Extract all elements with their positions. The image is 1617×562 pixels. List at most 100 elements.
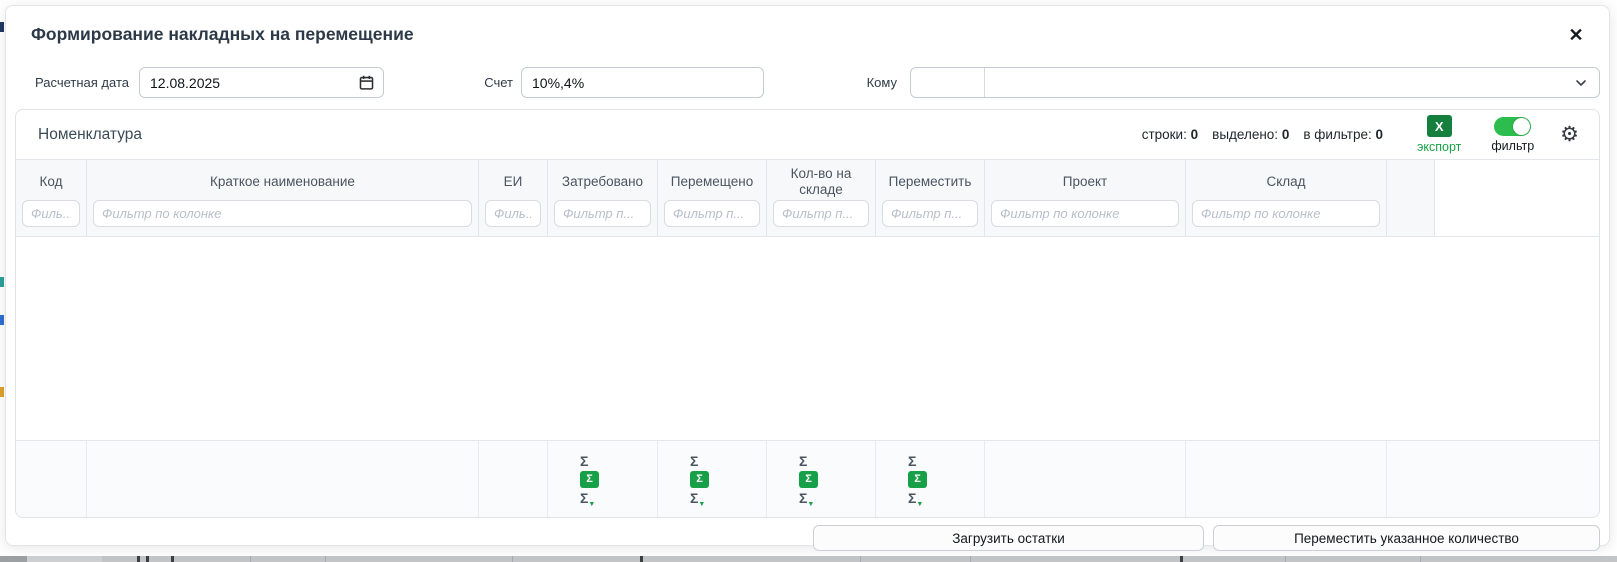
column-header-stock-qty: Кол-во на складе — [767, 160, 876, 236]
sum-icon[interactable]: Σ — [908, 452, 917, 469]
background-page-edge — [0, 556, 1617, 562]
footer-cell-requested: Σ Σ Σ▼ — [548, 441, 658, 517]
load-remainders-button[interactable]: Загрузить остатки — [813, 525, 1204, 551]
recipient-input[interactable] — [985, 68, 1573, 97]
gear-icon[interactable]: ⚙ — [1560, 123, 1579, 146]
sum-selected-icon[interactable]: Σ — [690, 470, 709, 488]
table-stats: строки: 0 выделено: 0 в фильтре: 0 — [1142, 127, 1383, 142]
footer-cell — [87, 441, 479, 517]
excel-icon[interactable]: X — [1426, 115, 1452, 137]
column-header-short-name: Краткое наименование — [87, 160, 479, 236]
sum-icon[interactable]: Σ — [799, 452, 808, 469]
form-row: Расчетная дата Счет Кому — [6, 67, 1609, 98]
header-empty-area — [1435, 160, 1599, 236]
sum-icon[interactable]: Σ — [580, 452, 589, 469]
dialog-header: Формирование накладных на перемещение ✕ — [6, 6, 1609, 62]
toggle-switch-on[interactable] — [1494, 116, 1532, 136]
sum-selected-icon[interactable]: Σ — [908, 470, 927, 488]
footer-cell-moved: Σ Σ Σ▼ — [658, 441, 767, 517]
column-filter-input[interactable] — [882, 200, 978, 227]
column-label: Затребовано — [561, 174, 644, 190]
sum-filtered-icon[interactable]: Σ▼ — [690, 489, 706, 508]
sum-icon[interactable]: Σ — [690, 452, 699, 469]
filter-toggle[interactable]: фильтр — [1491, 116, 1535, 153]
background-artifact — [0, 22, 4, 32]
filter-funnel-icon: ▼ — [698, 500, 706, 508]
account-input[interactable] — [532, 68, 755, 97]
background-artifact — [0, 387, 4, 397]
column-label: Кол-во на складе — [790, 166, 852, 197]
sum-selected-icon[interactable]: Σ — [799, 470, 818, 488]
footer-cell — [1387, 441, 1599, 517]
column-label: Переместить — [888, 174, 972, 190]
close-icon[interactable]: ✕ — [1563, 22, 1589, 48]
sum-filtered-icon[interactable]: Σ▼ — [908, 489, 924, 508]
column-sum-icons: Σ Σ Σ▼ — [690, 452, 766, 508]
footer-cell-stock-qty: Σ Σ Σ▼ — [767, 441, 876, 517]
column-filter-input[interactable] — [991, 200, 1179, 227]
column-filter-input[interactable] — [773, 200, 869, 227]
calc-date-label: Расчетная дата — [35, 75, 129, 90]
calc-date-field[interactable] — [139, 67, 384, 98]
excel-export-button[interactable]: X экспорт — [1417, 115, 1461, 154]
column-sum-icons: Σ Σ Σ▼ — [799, 452, 875, 508]
table-footer-row: Σ Σ Σ▼ Σ Σ Σ▼ Σ Σ Σ▼ — [16, 440, 1599, 517]
account-field[interactable] — [521, 67, 764, 98]
background-artifact — [0, 277, 4, 287]
sum-filtered-icon[interactable]: Σ▼ — [580, 489, 596, 508]
column-filter-input[interactable] — [93, 200, 472, 227]
footer-cell — [1186, 441, 1387, 517]
column-label: Код — [39, 174, 63, 190]
filter-funnel-icon: ▼ — [588, 500, 596, 508]
move-quantity-button[interactable]: Переместить указанное количество — [1213, 525, 1600, 551]
selected-count: выделено: 0 — [1212, 127, 1290, 142]
dialog-title: Формирование накладных на перемещение — [31, 23, 414, 44]
chevron-down-icon[interactable] — [1573, 75, 1589, 91]
filter-toggle-label: фильтр — [1491, 138, 1535, 153]
sum-filtered-icon[interactable]: Σ▼ — [799, 489, 815, 508]
column-header-move: Переместить — [876, 160, 985, 236]
table-header-row: Код Краткое наименование ЕИ Затребовано … — [16, 159, 1599, 237]
filtered-count: в фильтре: 0 — [1303, 127, 1384, 142]
column-header-requested: Затребовано — [548, 160, 658, 236]
column-filter-input[interactable] — [1192, 200, 1380, 227]
column-header-warehouse: Склад — [1186, 160, 1387, 236]
column-header-moved: Перемещено — [658, 160, 767, 236]
column-label: Перемещено — [670, 174, 754, 190]
column-filter-input[interactable] — [22, 200, 80, 227]
background-artifact — [0, 315, 4, 325]
column-sum-icons: Σ Σ Σ▼ — [908, 452, 984, 508]
calendar-icon[interactable] — [358, 74, 375, 91]
transfer-invoices-dialog: Формирование накладных на перемещение ✕ … — [5, 5, 1610, 551]
column-sum-icons: Σ Σ Σ▼ — [580, 452, 657, 508]
account-label: Счет — [484, 75, 513, 90]
recipient-label: Кому — [866, 75, 897, 90]
column-header-project: Проект — [985, 160, 1186, 236]
footer-cell — [985, 441, 1186, 517]
toggle-knob — [1513, 117, 1531, 135]
sum-selected-icon[interactable]: Σ — [580, 470, 599, 488]
panel-title: Номенклатура — [38, 125, 143, 143]
footer-cell — [16, 441, 87, 517]
footer-cell — [479, 441, 548, 517]
panel-header: Номенклатура строки: 0 выделено: 0 в фил… — [16, 110, 1599, 159]
column-header-kod: Код — [16, 160, 87, 236]
recipient-select[interactable] — [910, 67, 1600, 98]
column-label: Проект — [1062, 174, 1108, 190]
recipient-code-segment[interactable] — [911, 68, 985, 97]
export-label: экспорт — [1417, 140, 1462, 154]
column-label: ЕИ — [503, 174, 523, 190]
column-label: Склад — [1266, 174, 1306, 190]
column-filter-input[interactable] — [485, 200, 541, 227]
rows-count: строки: 0 — [1141, 127, 1199, 142]
column-header-spacer — [1387, 160, 1435, 236]
footer-cell-move: Σ Σ Σ▼ — [876, 441, 985, 517]
dialog-actions: Загрузить остатки Переместить указанное … — [15, 525, 1600, 551]
filter-funnel-icon: ▼ — [807, 500, 815, 508]
column-filter-input[interactable] — [554, 200, 651, 227]
calc-date-input[interactable] — [150, 68, 358, 97]
column-filter-input[interactable] — [664, 200, 760, 227]
column-header-unit: ЕИ — [479, 160, 548, 236]
column-label: Краткое наименование — [210, 174, 355, 190]
table-body-empty[interactable] — [16, 237, 1599, 440]
